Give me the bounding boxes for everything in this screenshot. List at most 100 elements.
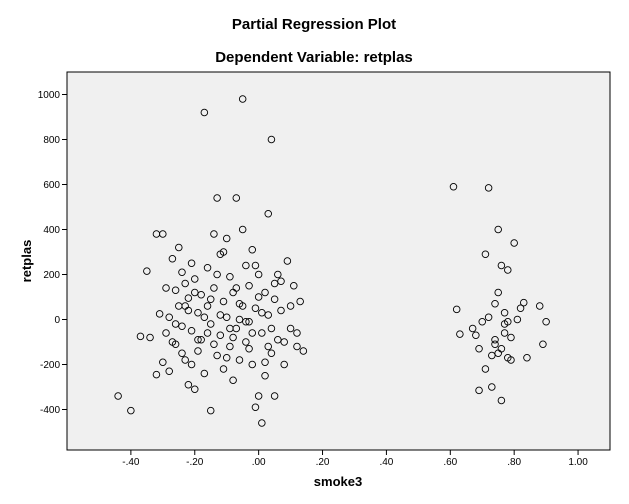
data-point	[222, 234, 231, 243]
data-point	[251, 261, 260, 270]
data-point	[203, 264, 212, 272]
data-point	[200, 369, 209, 378]
data-point	[219, 365, 228, 373]
x-tick-label: .80	[507, 457, 521, 468]
data-point	[277, 306, 285, 315]
data-point	[478, 318, 486, 326]
data-point	[146, 333, 154, 342]
data-point	[248, 245, 257, 254]
data-point	[267, 349, 276, 358]
data-point	[270, 295, 279, 304]
x-tick-label: .60	[443, 457, 457, 468]
data-point	[481, 365, 490, 373]
data-point	[213, 351, 221, 360]
data-point	[497, 261, 506, 270]
data-point	[194, 336, 202, 344]
data-point	[497, 345, 506, 353]
data-point	[187, 259, 196, 268]
data-point	[456, 330, 464, 338]
data-point	[178, 349, 186, 358]
data-point	[191, 275, 199, 283]
x-tick-label: 1.00	[568, 457, 588, 468]
data-point	[258, 309, 266, 317]
data-point	[283, 257, 292, 265]
data-point	[251, 304, 260, 313]
data-point	[513, 315, 522, 324]
data-point	[226, 342, 234, 351]
data-point	[159, 358, 167, 367]
data-point	[136, 332, 145, 341]
data-point	[261, 288, 269, 297]
x-axis-label: smoke3	[314, 474, 362, 489]
data-point	[210, 284, 218, 292]
data-point	[475, 345, 483, 353]
data-point	[155, 310, 164, 318]
data-point	[152, 370, 161, 379]
data-point	[520, 298, 528, 307]
data-point	[510, 239, 518, 247]
data-point	[296, 297, 304, 306]
data-point	[235, 356, 244, 364]
data-point	[539, 340, 547, 349]
data-point	[245, 318, 253, 326]
x-tick-label: .00	[252, 457, 266, 468]
data-point	[449, 182, 458, 191]
data-point	[488, 351, 496, 360]
data-point	[299, 347, 308, 355]
data-point	[229, 333, 237, 342]
data-point	[197, 291, 205, 299]
y-tick-label: 800	[43, 135, 60, 146]
data-point	[535, 302, 544, 310]
data-point	[242, 261, 250, 270]
x-tick-label: -.20	[186, 457, 204, 468]
data-point	[194, 347, 202, 355]
data-point	[481, 250, 490, 258]
data-point	[216, 331, 225, 340]
data-point	[242, 338, 250, 346]
data-point	[235, 315, 244, 324]
data-point	[254, 270, 263, 279]
data-point	[181, 356, 189, 364]
data-point	[238, 302, 247, 310]
data-point	[242, 318, 250, 326]
data-point	[168, 338, 177, 346]
data-point	[238, 225, 247, 234]
data-point	[542, 318, 550, 326]
data-point	[206, 320, 215, 328]
data-point	[497, 396, 506, 405]
data-point	[216, 311, 225, 319]
data-point	[232, 284, 241, 292]
data-point	[165, 313, 173, 322]
data-point	[491, 340, 499, 349]
data-point	[286, 324, 295, 333]
data-point	[219, 248, 228, 256]
x-tick-label: -.40	[122, 457, 140, 468]
y-tick-label: 1000	[38, 90, 61, 101]
x-tick-label: .20	[316, 457, 330, 468]
data-point	[280, 360, 288, 369]
data-point	[245, 345, 253, 353]
data-point	[452, 305, 461, 314]
data-point	[210, 340, 218, 349]
data-point	[178, 322, 186, 331]
data-point	[251, 403, 260, 412]
data-point	[254, 293, 263, 301]
data-point	[114, 392, 122, 400]
data-point	[280, 338, 288, 346]
data-point	[213, 270, 221, 279]
data-point	[516, 304, 525, 313]
data-point	[523, 354, 531, 362]
data-point	[171, 320, 180, 328]
data-point	[165, 367, 173, 376]
y-tick-label: 600	[43, 180, 60, 191]
data-point	[222, 354, 231, 362]
data-point	[488, 383, 496, 391]
data-point	[507, 333, 515, 342]
data-point	[293, 329, 301, 337]
data-point	[472, 331, 480, 340]
data-point	[270, 392, 279, 400]
data-point	[491, 336, 499, 344]
chart-title: Partial Regression Plot	[232, 16, 396, 33]
data-point	[500, 329, 509, 337]
data-point	[293, 342, 301, 351]
